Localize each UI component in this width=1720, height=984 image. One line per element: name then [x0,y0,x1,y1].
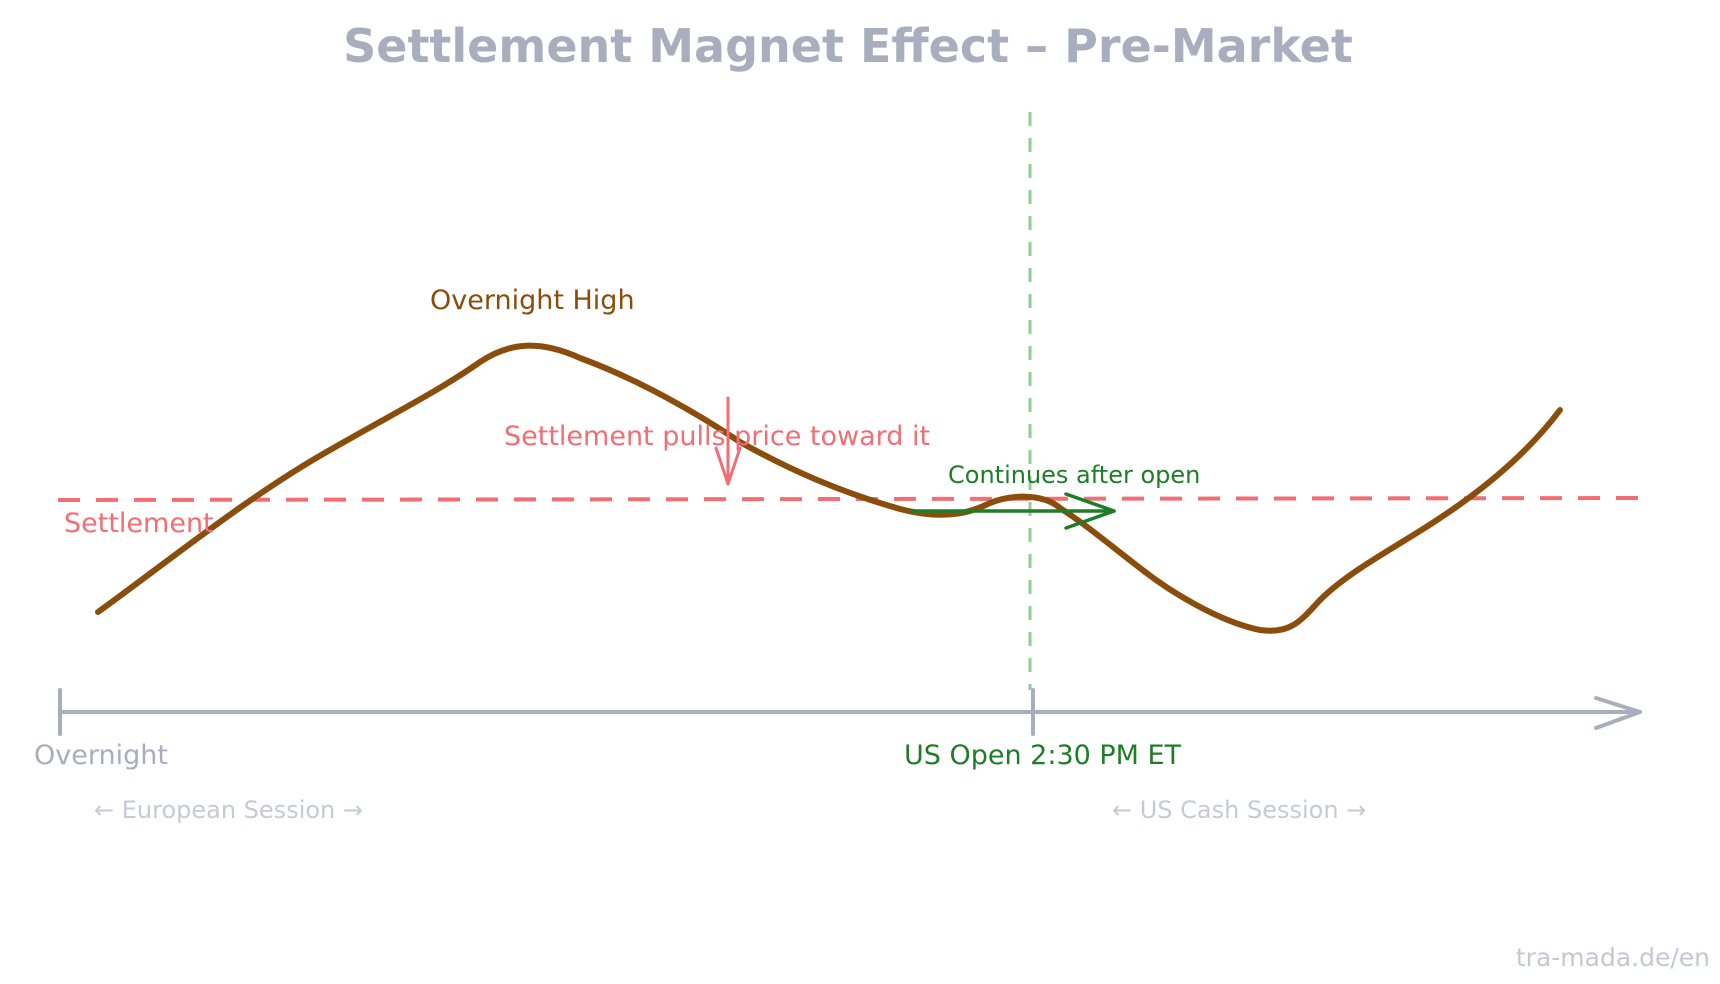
settlement-line [57,496,1647,502]
pull-arrow [714,396,742,486]
watermark: tra-mada.de/en [1516,943,1710,972]
overnight-high-label: Overnight High [430,285,635,316]
us-open-label: US Open 2:30 PM ET [904,740,1182,771]
settlement-label: Settlement [64,508,214,539]
time-axis [58,688,1642,736]
overnight-axis-label: Overnight [34,740,168,771]
continues-after-open-label: Continues after open [948,461,1200,489]
us-cash-session-label: ← US Cash Session → [1112,796,1366,824]
price-curve [95,342,1563,634]
continue-arrow [910,492,1116,530]
european-session-label: ← European Session → [94,796,363,824]
diagram-title: Settlement Magnet Effect – Pre-Market [343,19,1353,73]
settlement-pull-label: Settlement pulls price toward it [504,421,930,452]
